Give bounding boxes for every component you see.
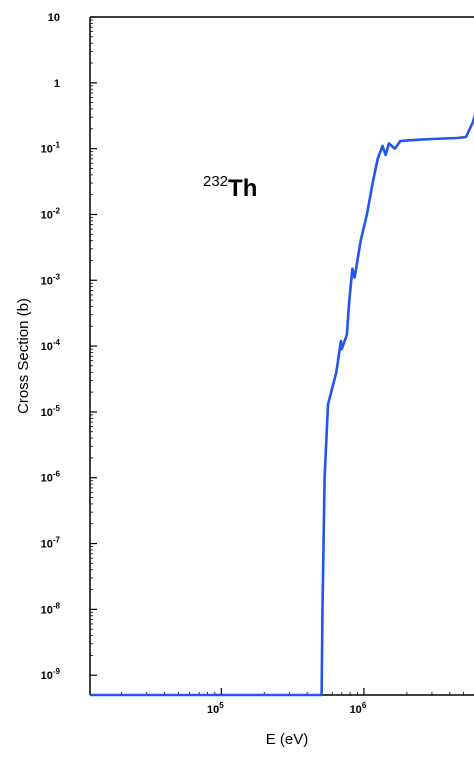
- y-tick-label: 10-9: [41, 667, 61, 682]
- y-tick-label: 10-4: [41, 338, 61, 353]
- y-tick-base: 10: [41, 539, 53, 551]
- x-tick-base: 10: [350, 704, 362, 716]
- y-tick-label: 10: [48, 12, 60, 24]
- series-layer: [90, 114, 474, 697]
- x-tick-label: 106: [350, 701, 367, 716]
- y-tick-base: 10: [41, 209, 53, 221]
- x-tick-exponent: 5: [219, 701, 224, 710]
- y-tick-base: 10: [41, 670, 53, 682]
- y-tick-label: 10-2: [41, 206, 61, 221]
- y-tick-base: 1: [54, 78, 60, 90]
- y-tick-label: 10-1: [41, 141, 61, 156]
- y-tick-label: 1: [54, 78, 60, 90]
- y-tick-exponent: -1: [53, 141, 61, 150]
- y-tick-exponent: -4: [53, 338, 61, 347]
- y-tick-exponent: -3: [53, 272, 61, 281]
- y-tick-base: 10: [41, 144, 53, 156]
- y-tick-label: 10-5: [41, 404, 61, 419]
- y-axis-label: Cross Section (b): [15, 298, 32, 414]
- x-tick-exponent: 6: [362, 701, 367, 710]
- y-tick-label: 10-8: [41, 601, 61, 616]
- isotope-annotation: 232Th: [203, 173, 257, 202]
- isotope-mass-number: 232: [203, 173, 228, 190]
- cross-section-series-line: [90, 114, 474, 697]
- y-tick-base: 10: [41, 407, 53, 419]
- y-tick-base: 10: [41, 604, 53, 616]
- y-tick-base: 10: [48, 12, 60, 24]
- y-tick-base: 10: [41, 275, 53, 287]
- y-tick-label: 10-7: [41, 536, 61, 551]
- y-tick-exponent: -8: [53, 601, 61, 610]
- isotope-symbol: Th: [228, 175, 257, 202]
- x-tick-base: 10: [207, 704, 219, 716]
- y-tick-label: 10-6: [41, 470, 61, 485]
- y-tick-label: 10-3: [41, 272, 61, 287]
- y-tick-base: 10: [41, 341, 53, 353]
- y-tick-exponent: -9: [53, 667, 61, 676]
- x-tick-label: 105: [207, 701, 224, 716]
- y-tick-base: 10: [41, 473, 53, 485]
- y-tick-exponent: -5: [53, 404, 61, 413]
- y-tick-exponent: -2: [53, 206, 61, 215]
- y-tick-exponent: -7: [53, 536, 61, 545]
- x-axis-label: E (eV): [266, 731, 309, 748]
- y-tick-exponent: -6: [53, 470, 61, 479]
